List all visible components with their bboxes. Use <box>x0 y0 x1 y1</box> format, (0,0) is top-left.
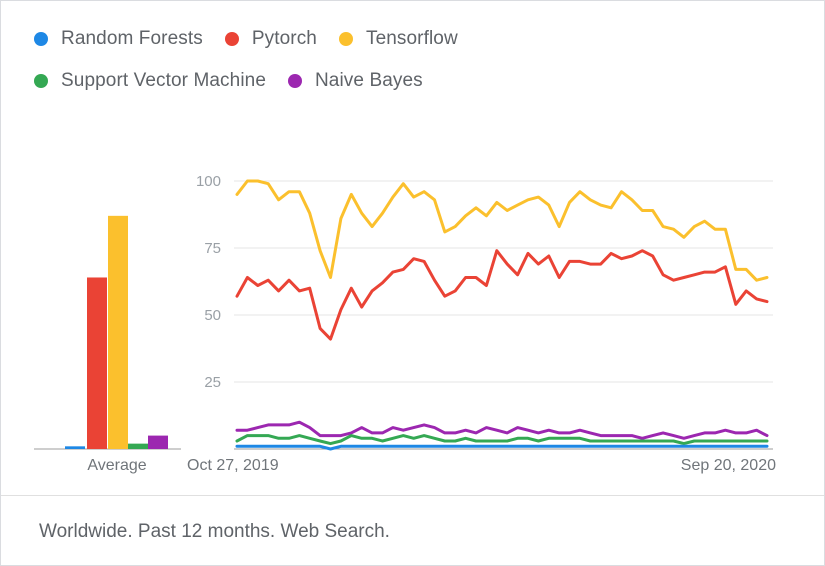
y-tick-label: 100 <box>196 173 221 190</box>
footer-caption: Worldwide. Past 12 months. Web Search. <box>39 521 390 542</box>
series-line-pytorch[interactable] <box>235 249 769 341</box>
legend-item-naive-bayes[interactable]: Naive Bayes <box>287 70 423 92</box>
series-line-random-forests[interactable] <box>235 444 769 451</box>
legend-dot-icon <box>34 74 48 88</box>
legend-dot-icon <box>338 32 353 46</box>
y-tick-label: 50 <box>204 307 221 324</box>
bar-random-forests[interactable] <box>65 446 85 449</box>
average-bar-chart[interactable] <box>34 215 181 450</box>
legend-dot-icon <box>34 32 48 46</box>
x-tick-label-end: Sep 20, 2020 <box>681 457 776 474</box>
average-label: Average <box>87 457 146 474</box>
legend-item-support-vector-machine[interactable]: Support Vector Machine <box>34 70 266 92</box>
legend-label: Tensorflow <box>365 28 458 49</box>
footer-divider <box>1 495 824 496</box>
legend-item-pytorch[interactable]: Pytorch <box>224 28 317 50</box>
chart-area[interactable]: 25 50 75 100 Average Oct 27, 2019 Sep 20, 2… <box>1 1 824 491</box>
legend-row-1: Random Forests Pytorch Tensorflow <box>34 28 480 50</box>
gridlines: 25 50 75 100 <box>196 173 773 450</box>
legend-label: Support Vector Machine <box>61 70 266 91</box>
legend-label: Pytorch <box>251 28 317 49</box>
series-line-naive-bayes[interactable] <box>235 420 769 440</box>
axis-labels: Average Oct 27, 2019 Sep 20, 2020 <box>87 457 776 474</box>
y-tick-label: 75 <box>204 240 221 257</box>
series-line-tensorflow[interactable] <box>235 179 769 282</box>
legend-item-tensorflow[interactable]: Tensorflow <box>338 28 458 50</box>
legend-item-random-forests[interactable]: Random Forests <box>34 28 203 50</box>
x-tick-label-start: Oct 27, 2019 <box>187 457 279 474</box>
bar-tensorflow[interactable] <box>108 215 128 449</box>
legend-dot-icon <box>287 74 302 88</box>
bar-pytorch[interactable] <box>87 277 107 449</box>
y-tick-label: 25 <box>204 374 221 391</box>
series-line-support-vector-machine[interactable] <box>235 434 769 446</box>
legend-row-2: Support Vector Machine Naive Bayes <box>34 70 445 92</box>
line-chart[interactable] <box>235 179 769 451</box>
legend-dot-icon <box>224 32 239 46</box>
bar-support-vector-machine[interactable] <box>128 443 148 449</box>
bar-naive-bayes[interactable] <box>148 435 168 449</box>
legend-label: Random Forests <box>61 28 203 49</box>
legend-label: Naive Bayes <box>314 70 423 91</box>
